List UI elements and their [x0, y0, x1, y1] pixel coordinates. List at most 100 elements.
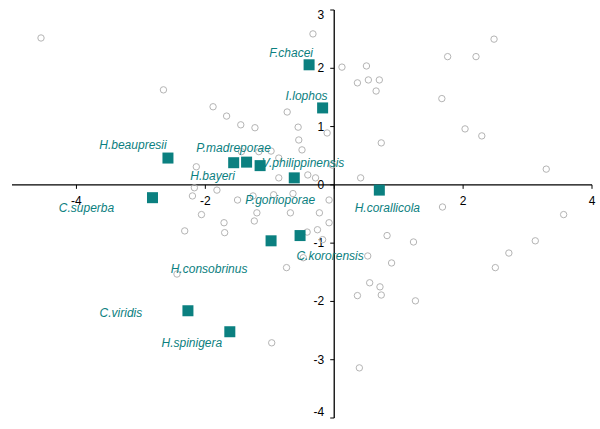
circle-point — [299, 147, 305, 153]
point-label: C.kororensis — [296, 249, 363, 263]
circle-point — [312, 175, 318, 181]
circle-point — [189, 193, 195, 199]
x-tick-label: -2 — [200, 194, 211, 208]
circle-point — [492, 264, 498, 270]
circle-point — [223, 113, 229, 119]
point-label: H.bayeri — [190, 169, 235, 183]
circle-point — [221, 220, 227, 226]
x-tick — [592, 185, 593, 189]
circle-point — [479, 133, 485, 139]
circle-point — [287, 210, 293, 216]
y-tick — [330, 243, 334, 244]
circle-point — [356, 365, 362, 371]
circle-point — [444, 53, 450, 59]
circle-point — [284, 109, 290, 115]
circle-point — [326, 197, 332, 203]
point-label: I.lophos — [286, 89, 328, 103]
x-tick-label: 2 — [460, 194, 467, 208]
circle-point — [238, 122, 244, 128]
circle-point — [326, 220, 332, 226]
circle-point — [221, 229, 227, 235]
y-tick-label: -4 — [314, 405, 325, 419]
circle-point — [269, 340, 275, 346]
circle-point — [252, 125, 258, 131]
x-tick — [334, 185, 335, 189]
circle-point — [214, 187, 220, 193]
circle-point — [210, 104, 216, 110]
circle-point — [295, 124, 301, 130]
point-label: H.beaupresii — [99, 138, 167, 152]
y-tick-label: -3 — [314, 353, 325, 367]
circle-point — [354, 292, 360, 298]
square-point — [317, 102, 328, 113]
circle-point — [366, 280, 372, 286]
circle-point — [363, 63, 369, 69]
circle-point — [251, 218, 257, 224]
circle-point — [354, 80, 360, 86]
labels: F.chacei I.lophos H.beaupresii H.bayeri P.ma… — [59, 46, 421, 350]
circle-point — [373, 88, 379, 94]
point-label: F.chacei — [269, 46, 313, 60]
square-point — [289, 172, 300, 183]
x-tick — [76, 185, 77, 189]
point-label: H.corallicola — [355, 201, 421, 215]
y-tick-label: 1 — [318, 120, 325, 134]
square-point — [295, 230, 306, 241]
square-point — [147, 192, 158, 203]
circle-point — [412, 298, 418, 304]
point-label: V.philippinensis — [262, 156, 345, 170]
y-tick-label: -2 — [314, 294, 325, 308]
y-tick — [330, 184, 334, 185]
circle-point — [339, 64, 345, 70]
square-point — [241, 157, 252, 168]
square-point — [224, 326, 235, 337]
y-tick — [330, 126, 334, 127]
y-axis — [334, 10, 335, 418]
circle-point — [378, 292, 384, 298]
circle-point — [506, 250, 512, 256]
y-tick — [330, 68, 334, 69]
square-point — [266, 235, 277, 246]
circle-point — [310, 31, 316, 37]
square-point — [374, 185, 385, 196]
y-tick-label: 0 — [318, 178, 325, 192]
chart: -4-224-4-3-2-10123F.chaceiI.lophosH.beau… — [0, 0, 600, 429]
x-tick-label: 4 — [589, 194, 596, 208]
circle-point — [439, 204, 445, 210]
point-label: C.viridis — [100, 306, 143, 320]
circle-point — [316, 210, 322, 216]
point-label: P.madreporae — [196, 141, 271, 155]
circle-point — [283, 264, 289, 270]
y-tick — [330, 418, 334, 419]
circle-point — [462, 126, 468, 132]
x-tick — [205, 185, 206, 189]
square-point — [162, 153, 173, 164]
circle-point — [314, 227, 320, 233]
circle-point — [491, 36, 497, 42]
circle-point — [365, 77, 371, 83]
circle-point — [198, 211, 204, 217]
square-point — [304, 59, 315, 70]
circle-point — [378, 140, 384, 146]
circle-point — [473, 53, 479, 59]
point-label: H.consobrinus — [171, 262, 248, 276]
circle-point — [276, 175, 282, 181]
circle-point — [319, 236, 325, 242]
point-label: H.spinigera — [161, 336, 222, 350]
y-tick-label: 3 — [318, 8, 325, 22]
circle-point — [543, 166, 549, 172]
point-label: P.gonioporae — [245, 193, 315, 207]
marks — [38, 31, 567, 371]
circle-point — [324, 130, 330, 136]
circle-point — [388, 260, 394, 266]
circle-point — [532, 238, 538, 244]
y-tick — [330, 10, 334, 11]
circle-point — [384, 232, 390, 238]
circle-point — [376, 77, 382, 83]
x-axis — [12, 184, 592, 185]
y-tick — [330, 359, 334, 360]
square-point — [182, 305, 193, 316]
circle-point — [160, 87, 166, 93]
y-tick-label: 2 — [318, 61, 325, 75]
circle-point — [296, 137, 302, 143]
